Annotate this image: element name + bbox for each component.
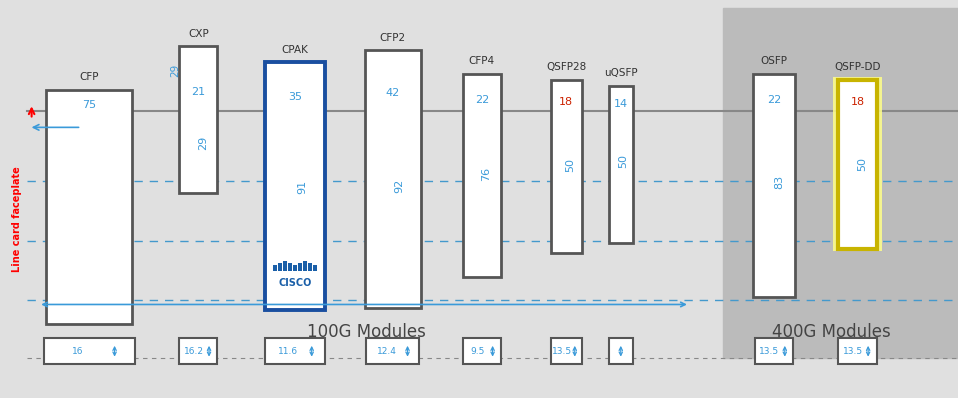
Text: OSFP: OSFP [761, 57, 787, 66]
Bar [609, 338, 633, 364]
Text: 18: 18 [559, 97, 573, 107]
Text: 18: 18 [851, 97, 864, 107]
Text: 29: 29 [171, 64, 180, 77]
Text: 76: 76 [482, 167, 491, 181]
Text: 42: 42 [386, 88, 399, 98]
Bar [365, 50, 421, 308]
Text: 9.5: 9.5 [470, 347, 485, 356]
Text: CFP2: CFP2 [379, 33, 406, 43]
Text: 35: 35 [288, 92, 302, 101]
Text: QSFP-DD: QSFP-DD [834, 62, 880, 72]
Bar [551, 338, 582, 364]
Text: 12.4: 12.4 [376, 347, 397, 356]
Text: 13.5: 13.5 [760, 347, 780, 356]
Text: CXP: CXP [188, 29, 209, 39]
Text: 16: 16 [73, 347, 84, 356]
Text: 50: 50 [619, 154, 628, 168]
Bar [308, 263, 312, 271]
Bar [838, 80, 877, 249]
Bar [753, 74, 795, 297]
Text: 100G Modules: 100G Modules [307, 323, 425, 341]
Bar [755, 338, 793, 364]
Bar [366, 338, 419, 364]
Bar [265, 338, 325, 364]
Text: 400G Modules: 400G Modules [772, 323, 891, 341]
Text: CFP: CFP [80, 72, 99, 82]
Bar [179, 338, 217, 364]
Bar [609, 86, 633, 243]
Bar [723, 8, 958, 358]
Bar [463, 74, 501, 277]
Text: QSFP28: QSFP28 [546, 62, 586, 72]
Text: 83: 83 [774, 175, 784, 189]
Bar [463, 338, 501, 364]
Text: 16.2: 16.2 [184, 347, 204, 356]
Text: CISCO: CISCO [279, 278, 311, 288]
Text: CFP4: CFP4 [468, 57, 495, 66]
Bar [46, 90, 132, 324]
Text: 22: 22 [475, 95, 489, 105]
Bar [284, 261, 287, 271]
Text: CPAK: CPAK [282, 45, 308, 55]
Bar [313, 265, 317, 271]
Bar [273, 265, 277, 271]
Text: 92: 92 [395, 179, 404, 193]
Text: Line card faceplate: Line card faceplate [12, 166, 22, 272]
Bar [303, 261, 307, 271]
Text: 22: 22 [767, 95, 781, 105]
Text: 11.6: 11.6 [278, 347, 298, 356]
Text: 29: 29 [198, 135, 208, 150]
Bar [265, 62, 325, 310]
Bar [293, 265, 297, 271]
Text: uQSFP: uQSFP [604, 68, 638, 78]
Bar [278, 263, 282, 271]
Text: 13.5: 13.5 [553, 347, 573, 356]
Text: 50: 50 [857, 157, 867, 171]
Text: 91: 91 [297, 180, 308, 194]
Bar [833, 77, 882, 251]
Text: 14: 14 [614, 99, 627, 109]
Text: 21: 21 [192, 87, 205, 97]
Bar [551, 80, 582, 253]
Text: 50: 50 [565, 158, 575, 172]
Text: 13.5: 13.5 [843, 347, 863, 356]
Bar [288, 263, 292, 271]
Bar [298, 263, 302, 271]
Text: 75: 75 [82, 100, 96, 110]
Bar [44, 338, 135, 364]
Bar [179, 46, 217, 193]
Bar [838, 338, 877, 364]
